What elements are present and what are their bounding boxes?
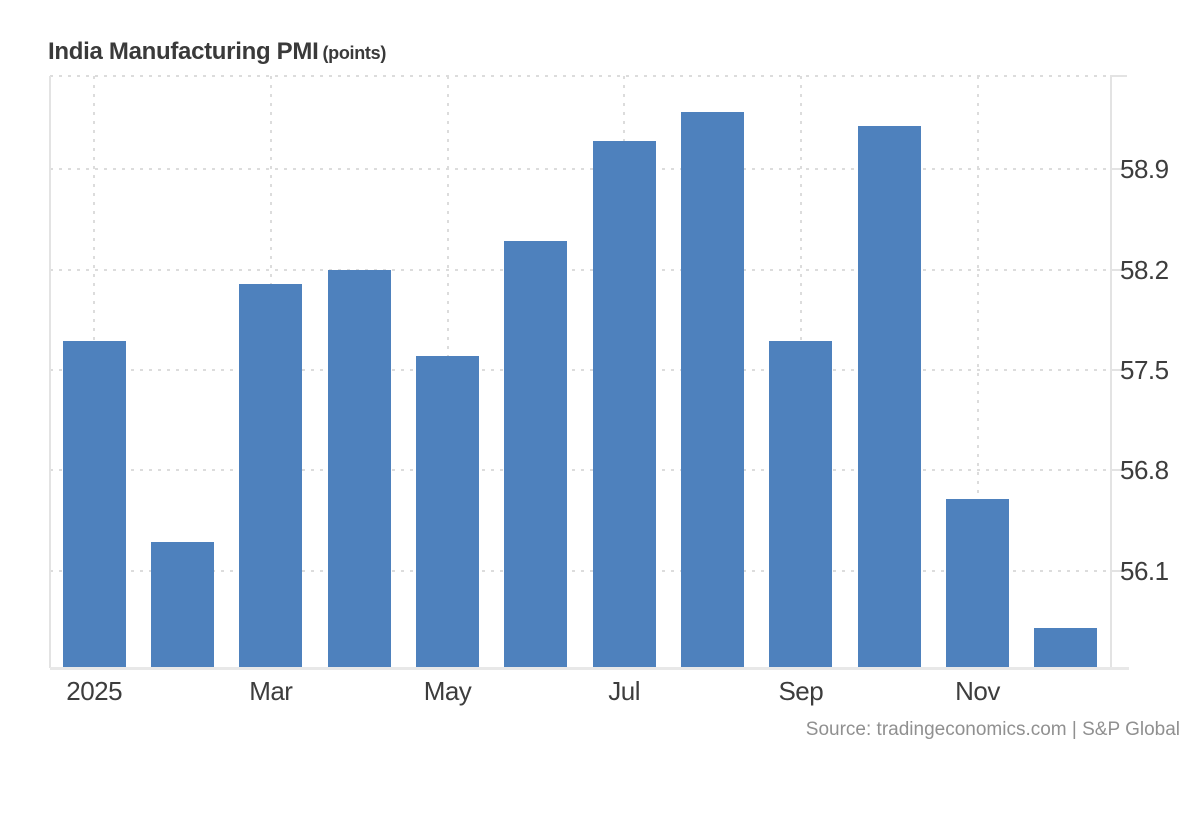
y-tick-mark bbox=[1110, 469, 1127, 472]
v-gridline bbox=[976, 76, 979, 668]
y-axis-line bbox=[1110, 76, 1112, 670]
source-attribution: Source: tradingeconomics.com | S&P Globa… bbox=[805, 719, 1180, 740]
plot-border-top bbox=[50, 75, 1110, 77]
y-tick-mark bbox=[1110, 268, 1127, 271]
y-tick-label: 56.1 bbox=[1120, 555, 1169, 586]
bar-feb-2025 bbox=[151, 541, 214, 668]
y-tick-label: 58.2 bbox=[1120, 254, 1169, 285]
x-tick-label: 2025 bbox=[66, 676, 123, 706]
bar-oct-2025 bbox=[857, 126, 921, 668]
chart-title-text: India Manufacturing PMI bbox=[48, 38, 319, 65]
h-gridline bbox=[50, 569, 1110, 572]
x-tick-label: Mar bbox=[249, 676, 293, 706]
bar-mar-2025 bbox=[239, 283, 303, 668]
x-tick-label: May bbox=[423, 676, 472, 706]
bar-nov-2025 bbox=[946, 498, 1009, 668]
y-tick-mark bbox=[1110, 569, 1127, 572]
bar-sep-2025 bbox=[769, 341, 833, 668]
x-tick-label: Sep bbox=[778, 676, 824, 706]
x-tick-label: Jul bbox=[608, 676, 641, 706]
bar-jun-2025 bbox=[504, 240, 568, 668]
x-tick-label: Nov bbox=[955, 676, 1000, 706]
page-title: India Manufacturing PMI (points) bbox=[48, 38, 386, 66]
bar-dec-2025 bbox=[1034, 627, 1098, 668]
h-gridline bbox=[50, 469, 1110, 472]
y-tick-mark bbox=[1110, 368, 1127, 371]
y-axis-top-tick bbox=[1110, 75, 1127, 77]
y-tick-label: 58.9 bbox=[1120, 154, 1169, 185]
bar-apr-2025 bbox=[327, 269, 391, 668]
bar-jan-2025 bbox=[62, 341, 126, 668]
h-gridline bbox=[50, 268, 1110, 271]
bar-aug-2025 bbox=[681, 111, 744, 668]
h-gridline bbox=[50, 168, 1110, 171]
y-tick-label: 57.5 bbox=[1120, 354, 1169, 385]
chart-title-units: (points) bbox=[322, 43, 387, 63]
h-gridline bbox=[50, 368, 1110, 371]
y-tick-mark bbox=[1110, 168, 1127, 171]
x-axis-line bbox=[50, 667, 1129, 670]
y-tick-label: 56.8 bbox=[1120, 455, 1169, 486]
bar-jul-2025 bbox=[592, 140, 656, 668]
plot-border-left bbox=[49, 76, 51, 668]
bar-may-2025 bbox=[416, 355, 479, 668]
